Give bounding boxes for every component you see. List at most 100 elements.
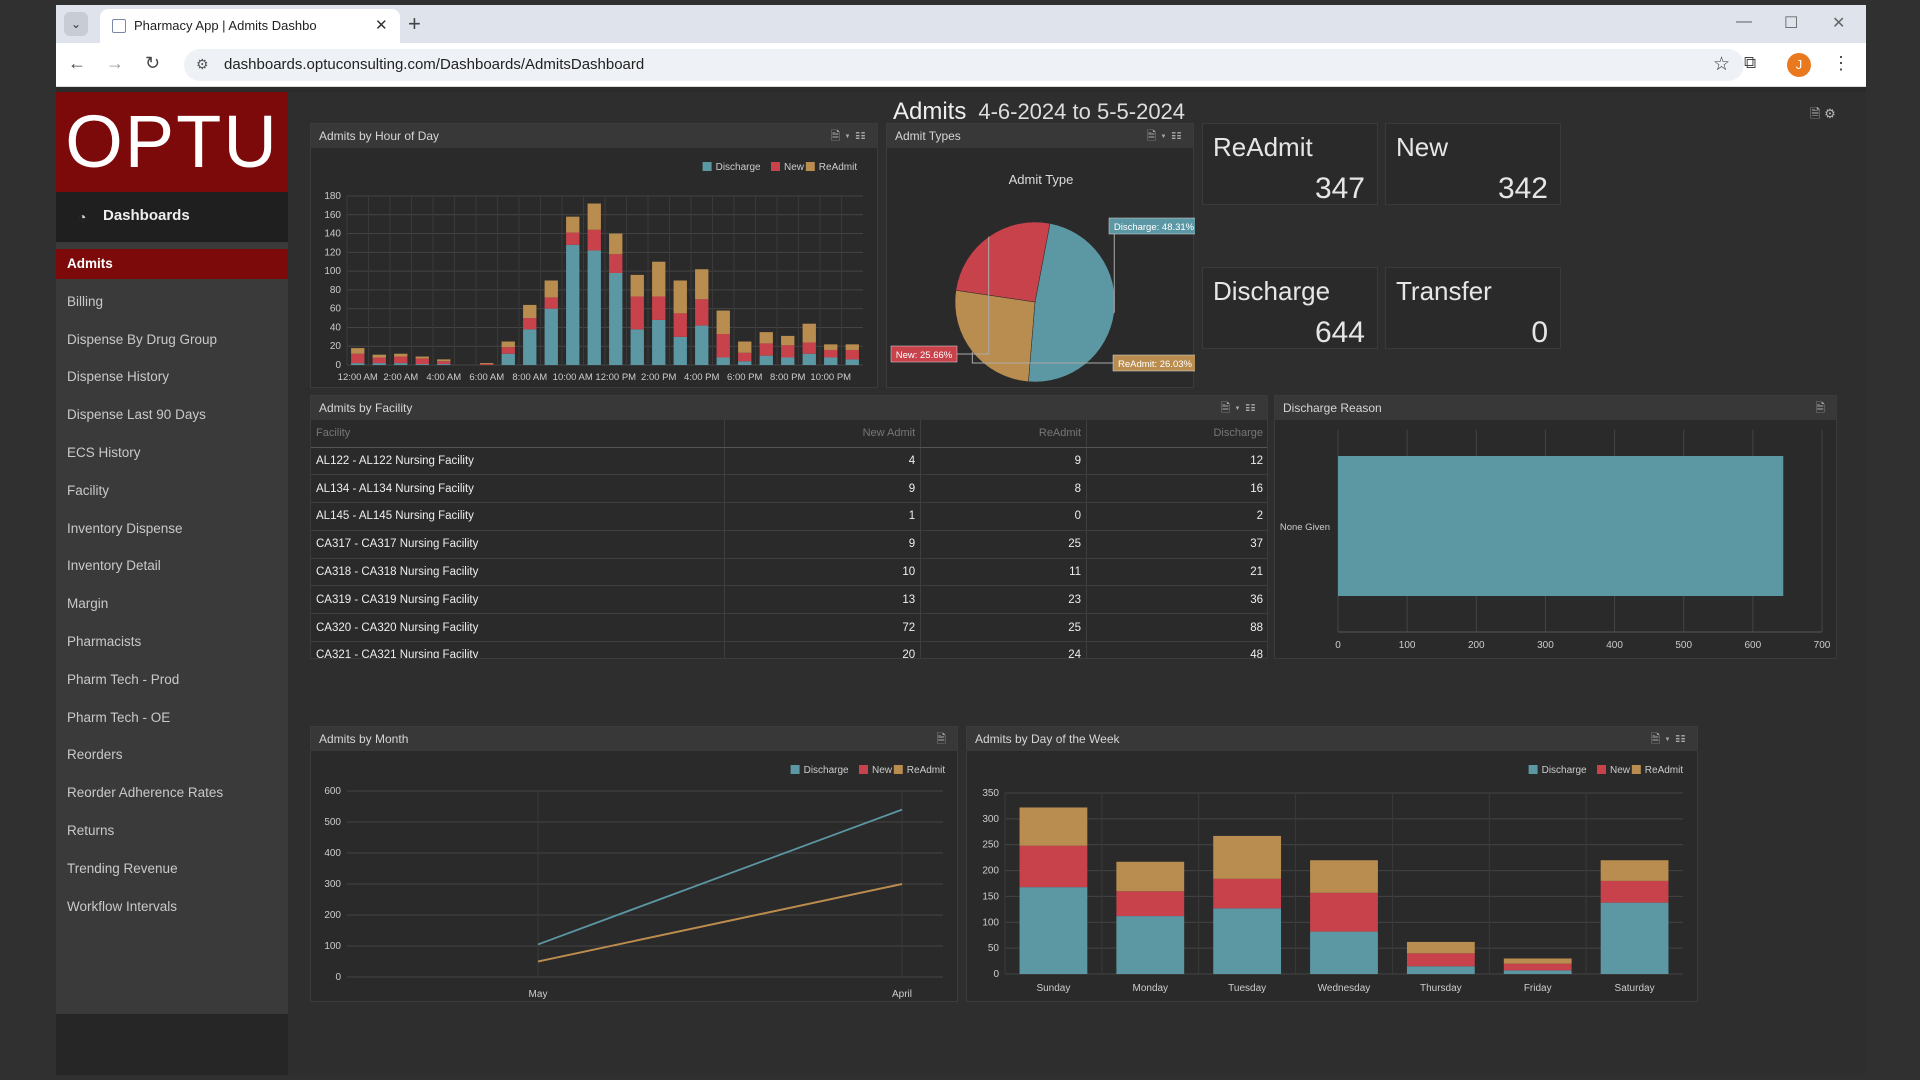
extensions-icon[interactable]: ⧉: [1744, 53, 1757, 72]
panel-tools-icon[interactable]: 🗎▾☷: [1146, 129, 1187, 143]
bar-new: [372, 357, 386, 364]
legend-swatch: [1597, 765, 1606, 774]
sidebar-item-dispense-by-drug-group[interactable]: Dispense By Drug Group: [67, 331, 218, 347]
column-header[interactable]: New Admit: [724, 420, 922, 448]
y-tick-label: 250: [982, 840, 999, 851]
profile-avatar[interactable]: J: [1787, 53, 1811, 77]
value-cell: 9: [724, 530, 922, 559]
panel-tools-icon[interactable]: 🗎▾☷: [1220, 401, 1261, 415]
bar-discharge: [523, 329, 537, 365]
sidebar-item-billing[interactable]: Billing: [67, 293, 104, 309]
panel-tools-icon[interactable]: 🗎▾☷: [1650, 732, 1691, 746]
facility-cell: CA318 - CA318 Nursing Facility: [311, 558, 726, 587]
sidebar-item-dispense-history[interactable]: Dispense History: [67, 369, 170, 385]
minimize-icon[interactable]: —: [1736, 13, 1752, 30]
bar-discharge: [394, 363, 408, 365]
column-header[interactable]: ReAdmit: [920, 420, 1088, 448]
close-window-icon[interactable]: ✕: [1832, 15, 1846, 32]
facility-cell: AL134 - AL134 Nursing Facility: [311, 474, 726, 504]
bar-readmit: [544, 280, 558, 298]
bar-readmit: [738, 341, 752, 353]
bar-readmit: [1019, 807, 1088, 846]
column-header[interactable]: Discharge: [1086, 420, 1267, 448]
bar-discharge: [759, 355, 773, 365]
facility-table: Facility New Admit ReAdmit Discharge AL122 …: [311, 420, 1267, 658]
sidebar-item-inventory-detail[interactable]: Inventory Detail: [67, 558, 161, 574]
sidebar-item-dispense-last-90-days[interactable]: Dispense Last 90 Days: [67, 407, 206, 423]
bar-discharge: [1019, 887, 1088, 974]
sidebar-item-ecs-history[interactable]: ECS History: [67, 444, 141, 460]
table-row[interactable]: AL134 - AL134 Nursing Facility 9 8 16: [311, 474, 1267, 504]
url-text[interactable]: dashboards.optuconsulting.com/Dashboards…: [224, 56, 645, 73]
bookmark-star-icon[interactable]: ☆: [1712, 54, 1730, 75]
bar-readmit: [480, 363, 494, 365]
address-bar[interactable]: ⚙ dashboards.optuconsulting.com/Dashboar…: [184, 49, 1744, 81]
sidebar-item-trending-revenue[interactable]: Trending Revenue: [67, 860, 178, 876]
bar-readmit: [1213, 835, 1282, 879]
y-tick-label: 140: [324, 229, 341, 240]
bar-readmit: [630, 274, 644, 297]
bar-discharge: [824, 357, 838, 365]
sidebar-item-admits[interactable]: Admits: [56, 249, 288, 279]
panel-tools-icon[interactable]: 🗎▾☷: [830, 129, 871, 143]
bar-discharge: [1600, 902, 1669, 974]
x-tick-label: Saturday: [1615, 983, 1655, 994]
browser-tab[interactable]: Pharmacy App | Admits Dashbo ✕: [100, 9, 400, 43]
x-tick-label: 600: [1745, 640, 1762, 651]
value-cell: 25: [920, 613, 1088, 643]
x-tick-label: 12:00 PM: [595, 372, 636, 383]
maximize-icon[interactable]: ☐: [1784, 15, 1799, 32]
new-tab-icon[interactable]: +: [408, 11, 421, 36]
table-row[interactable]: CA321 - CA321 Nursing Facility 20 24 48: [311, 641, 1267, 658]
bar-readmit: [1600, 860, 1669, 881]
dashboards-header[interactable]: ◔ Dashboards: [56, 192, 288, 242]
bar-new: [437, 361, 451, 365]
sidebar-item-reorder-adherence-rates[interactable]: Reorder Adherence Rates: [67, 785, 224, 801]
sidebar-item-pharmacists[interactable]: Pharmacists: [67, 633, 142, 649]
sidebar-item-pharm-tech-oe[interactable]: Pharm Tech - OE: [67, 709, 171, 725]
table-row[interactable]: AL145 - AL145 Nursing Facility 1 0 2: [311, 502, 1267, 531]
sidebar-item-facility[interactable]: Facility: [67, 482, 110, 498]
table-row[interactable]: CA317 - CA317 Nursing Facility 9 25 37: [311, 530, 1267, 559]
bar-new: [523, 318, 537, 330]
close-tab-icon[interactable]: ✕: [375, 17, 388, 34]
tab-search-icon[interactable]: ⌄: [64, 12, 88, 36]
table-row[interactable]: CA319 - CA319 Nursing Facility 13 23 36: [311, 585, 1267, 615]
table-row[interactable]: CA320 - CA320 Nursing Facility 72 25 88: [311, 613, 1267, 643]
bar-new: [501, 347, 515, 354]
sidebar-item-margin[interactable]: Margin: [67, 596, 109, 612]
panel-export-icon[interactable]: 🗎: [936, 732, 951, 746]
export-icons[interactable]: 🗎 ⚙: [1810, 106, 1836, 121]
sidebar-item-pharm-tech-prod[interactable]: Pharm Tech - Prod: [67, 671, 180, 687]
reload-icon[interactable]: ↻: [145, 53, 161, 73]
sidebar-item-workflow-intervals[interactable]: Workflow Intervals: [67, 898, 178, 914]
bar-new: [415, 358, 429, 365]
bar-discharge: [415, 364, 429, 365]
sidebar-item-inventory-dispense[interactable]: Inventory Dispense: [67, 520, 183, 536]
site-info-icon[interactable]: ⚙: [196, 56, 209, 72]
app: OPTU ◔ Dashboards Admits Billing Dispense …: [56, 92, 1866, 1075]
sidebar-item-reorders[interactable]: Reorders: [67, 747, 123, 763]
kpi-value: 644: [1314, 316, 1365, 349]
value-cell: 9: [920, 447, 1088, 476]
table-row[interactable]: AL122 - AL122 Nursing Facility 4 9 12: [311, 447, 1267, 476]
back-icon[interactable]: ←: [68, 53, 86, 73]
y-tick-label: 0: [993, 969, 999, 980]
sidebar-item-returns[interactable]: Returns: [67, 822, 115, 838]
kpi-label: Transfer: [1396, 276, 1492, 306]
x-tick-label: Thursday: [1420, 983, 1462, 994]
panel-export-icon[interactable]: 🗎: [1815, 401, 1830, 415]
discharge-reason-chart: 0 100 200 300 400 500 600 700 None Given: [1280, 430, 1831, 651]
bar-new: [802, 342, 816, 354]
bar-new: [673, 313, 687, 337]
legend-swatch: [771, 162, 780, 171]
column-header[interactable]: Facility: [311, 420, 726, 448]
kebab-menu-icon[interactable]: ⋮: [1832, 53, 1850, 73]
bar-new: [716, 334, 730, 358]
value-cell: 25: [920, 530, 1088, 559]
value-cell: 37: [1086, 530, 1267, 559]
y-tick-label: 350: [982, 788, 999, 799]
table-row[interactable]: CA318 - CA318 Nursing Facility 10 11 21: [311, 558, 1267, 587]
bar-discharge: [695, 325, 709, 365]
forward-icon[interactable]: →: [106, 53, 124, 73]
